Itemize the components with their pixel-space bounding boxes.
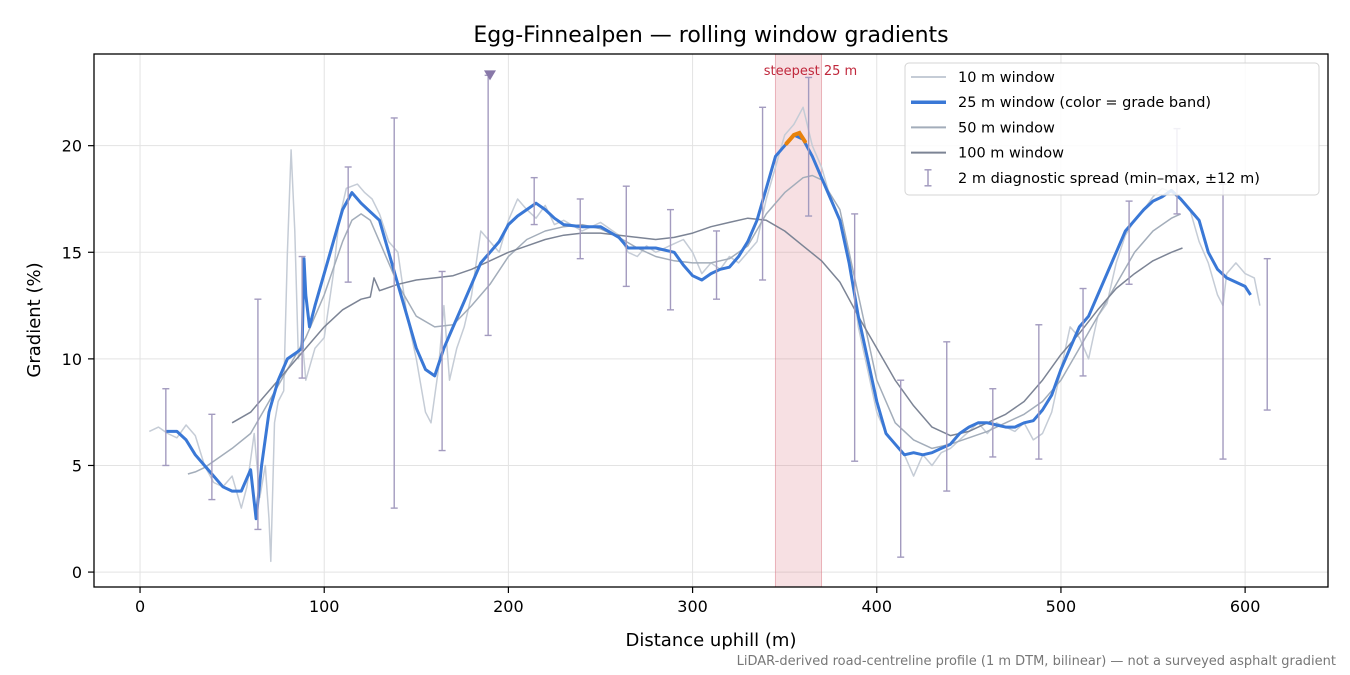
x-tick-label: 0 bbox=[135, 597, 145, 616]
highlight-layer: steepest 25 m bbox=[764, 53, 857, 588]
error-bar bbox=[1263, 257, 1271, 411]
legend-label: 25 m window (color = grade band) bbox=[958, 95, 1211, 111]
y-axis-label: Gradient (%) bbox=[24, 262, 45, 377]
error-bar bbox=[254, 298, 262, 531]
error-bar bbox=[666, 208, 674, 311]
series-line-0 bbox=[148, 106, 1261, 563]
error-bar bbox=[851, 213, 859, 462]
legend: 10 m window 25 m window (color = grade ba… bbox=[904, 62, 1320, 196]
error-bar bbox=[943, 341, 951, 492]
y-tick-label: 5 bbox=[72, 456, 82, 475]
x-tick-label: 600 bbox=[1230, 597, 1261, 616]
error-bar bbox=[530, 176, 538, 226]
series-layer bbox=[148, 106, 1261, 563]
y-tick-label: 20 bbox=[62, 137, 82, 156]
x-tick-label: 500 bbox=[1046, 597, 1077, 616]
legend-label: 50 m window bbox=[958, 120, 1055, 136]
error-bar bbox=[1035, 324, 1043, 460]
error-bar bbox=[1219, 183, 1227, 460]
legend-label: 100 m window bbox=[958, 146, 1064, 162]
y-tick-label: 15 bbox=[62, 243, 82, 262]
error-bar bbox=[390, 117, 398, 509]
x-axis-label: Distance uphill (m) bbox=[626, 630, 797, 651]
error-bar bbox=[344, 166, 352, 283]
error-bar bbox=[208, 413, 216, 501]
error-bar bbox=[622, 185, 630, 288]
y-tick-label: 10 bbox=[62, 350, 82, 369]
series-line-1 bbox=[165, 133, 1252, 521]
x-tick-label: 400 bbox=[861, 597, 892, 616]
error-bar bbox=[759, 106, 767, 281]
chart-title: Egg-Finnealpen — rolling window gradient… bbox=[473, 23, 948, 48]
steepest-label: steepest 25 m bbox=[764, 64, 857, 79]
error-bar bbox=[576, 198, 584, 260]
error-bar bbox=[897, 379, 905, 558]
error-bar bbox=[805, 76, 813, 217]
grade-band-segment bbox=[784, 130, 807, 146]
error-bar bbox=[989, 388, 997, 458]
error-bar bbox=[438, 270, 446, 452]
y-tick-label: 0 bbox=[72, 563, 82, 582]
error-bar bbox=[713, 230, 721, 300]
series-line-2 bbox=[187, 174, 1182, 475]
error-bar bbox=[162, 388, 170, 467]
error-bar bbox=[1125, 200, 1133, 285]
series-line-3 bbox=[231, 217, 1183, 437]
x-tick-label: 100 bbox=[309, 597, 340, 616]
error-bar bbox=[484, 74, 492, 337]
axis-ticks: 0 100 200 300 400 500 600 0 5 10 15 20 bbox=[62, 137, 1261, 616]
legend-label: 10 m window bbox=[958, 70, 1055, 86]
plot-frame bbox=[93, 53, 1329, 588]
legend-label: 2 m diagnostic spread (min–max, ±12 m) bbox=[958, 171, 1260, 187]
clipped-marker-triangle bbox=[483, 70, 496, 81]
error-bar-layer bbox=[162, 70, 1271, 558]
footnote: LiDAR-derived road-centreline profile (1… bbox=[737, 654, 1336, 669]
error-bar bbox=[298, 255, 306, 379]
x-tick-label: 200 bbox=[493, 597, 524, 616]
error-bar bbox=[1079, 287, 1087, 377]
x-tick-label: 300 bbox=[677, 597, 708, 616]
legend-box bbox=[904, 62, 1320, 196]
